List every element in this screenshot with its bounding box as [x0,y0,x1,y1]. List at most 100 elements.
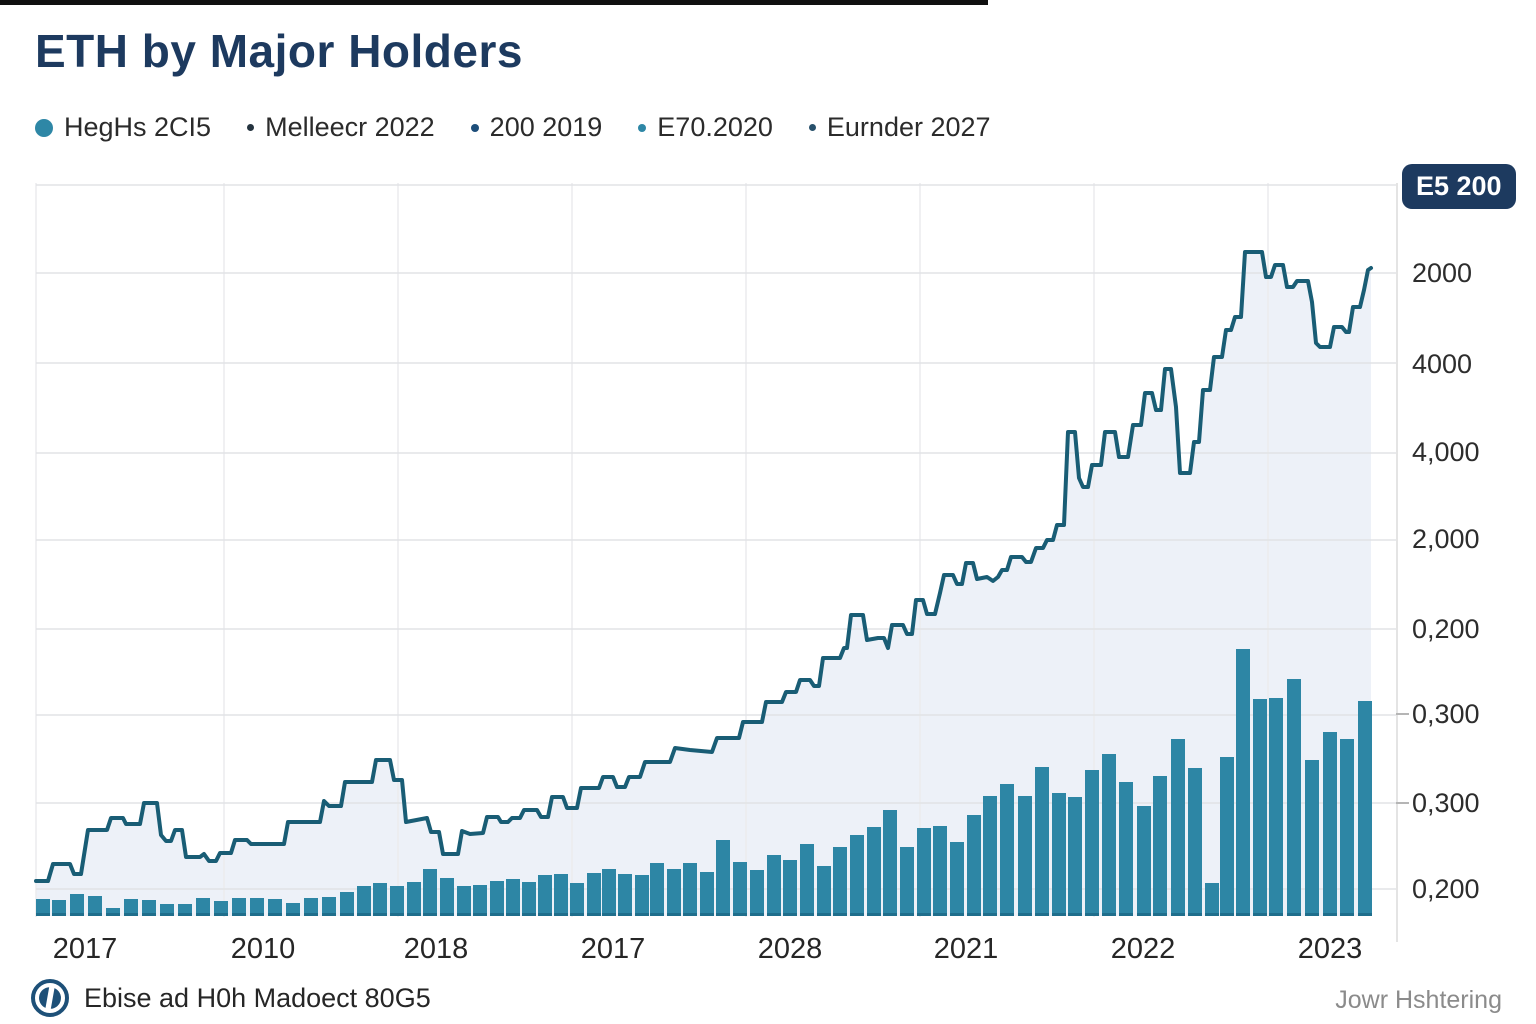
chart-legend: HegHs 2CI5 Melleecr 2022 200 2019 E70.20… [35,112,991,143]
volume-bar-base-edge [1085,913,1099,916]
volume-bar [390,886,404,916]
volume-bar-base-edge [983,913,997,916]
volume-bar [917,828,931,916]
footer-attribution: Ebise ad H0h Madoect 80G5 [30,978,431,1018]
volume-bar [1323,732,1337,916]
volume-bar-base-edge [88,913,102,916]
volume-bar [850,835,864,916]
volume-bar-base-edge [1358,913,1372,916]
volume-bar-base-edge [1253,913,1267,916]
legend-marker-icon [638,123,647,132]
legend-item-melleecr-2022[interactable]: Melleecr 2022 [247,112,435,143]
volume-bar [1119,782,1133,916]
volume-bar [1052,793,1066,916]
volume-bar-base-edge [570,913,584,916]
volume-bar [554,874,568,916]
volume-bar-base-edge [36,913,50,916]
volume-bar [1287,679,1301,916]
volume-bar [733,862,747,916]
volume-bar-base-edge [554,913,568,916]
volume-bar-base-edge [618,913,632,916]
volume-bar [683,863,697,916]
legend-item-200-2019[interactable]: 200 2019 [470,112,602,143]
volume-bar-base-edge [635,913,649,916]
volume-bar-base-edge [304,913,318,916]
volume-bar [506,879,520,916]
volume-bar-base-edge [142,913,156,916]
price-area-fill [36,252,1371,916]
volume-bar [1236,649,1250,916]
volume-bar [602,869,616,916]
volume-bar-base-edge [867,913,881,916]
volume-bar [1188,768,1202,916]
volume-bar [490,881,504,916]
volume-bar [950,842,964,916]
volume-bar [457,886,471,916]
volume-bar [473,885,487,916]
legend-item-heghs-2ci5[interactable]: HegHs 2CI5 [35,112,211,143]
volume-bar [1085,770,1099,916]
volume-bar-base-edge [833,913,847,916]
y-axis-label: 0,200 [1412,614,1480,644]
volume-bar [1035,767,1049,916]
page-title: ETH by Major Holders [35,25,523,77]
x-axis-label: 2022 [1111,933,1176,965]
volume-bar-base-edge [1188,913,1202,916]
volume-bar-base-edge [124,913,138,916]
volume-bar [232,898,246,916]
volume-bar-base-edge [196,913,210,916]
volume-bar [88,896,102,916]
volume-bar-base-edge [650,913,664,916]
volume-bar [1340,739,1354,916]
volume-bar [1000,784,1014,916]
legend-marker-icon [470,123,479,132]
volume-bar-base-edge [357,913,371,916]
volume-bar [635,875,649,916]
volume-bar [196,898,210,916]
volume-bar-base-edge [917,913,931,916]
legend-item-eurnder-2027[interactable]: Eurnder 2027 [808,112,991,143]
volume-bar-base-edge [250,913,264,916]
volume-bar-base-edge [1153,913,1167,916]
volume-bar-base-edge [538,913,552,916]
volume-bar [423,869,437,916]
legend-item-e70-2020[interactable]: E70.2020 [638,112,773,143]
footer-attribution-text: Ebise ad H0h Madoect 80G5 [84,982,431,1013]
volume-bar [1305,760,1319,916]
volume-bar-base-edge [407,913,421,916]
x-axis-label: 2017 [581,933,646,965]
volume-bar-base-edge [1287,913,1301,916]
legend-item-label: Melleecr 2022 [265,112,435,142]
volume-bar [833,847,847,916]
volume-bar-base-edge [1171,913,1185,916]
volume-bar-base-edge [506,913,520,916]
volume-bar-base-edge [1137,913,1151,916]
price-line [34,250,1373,883]
volume-bar [1253,699,1267,916]
legend-item-label: E70.2020 [657,112,773,142]
volume-bar [650,863,664,916]
volume-bar [967,815,981,916]
volume-bar [983,796,997,916]
volume-bar [142,900,156,916]
volume-bar [1102,754,1116,916]
volume-bar-base-edge [733,913,747,916]
volume-bar [304,898,318,916]
x-axis-label: 2021 [934,933,999,965]
legend-marker-icon [35,118,53,137]
volume-bar [373,883,387,916]
volume-bar-base-edge [967,913,981,916]
volume-bar-base-edge [390,913,404,916]
volume-bar [900,847,914,916]
footer-credit-text: Jowr Hshtering [1335,986,1502,1014]
volume-bar-base-edge [950,913,964,916]
volume-bar [618,874,632,916]
volume-bar-base-edge [1119,913,1133,916]
volume-bar-base-edge [1305,913,1319,916]
volume-bar [322,897,336,916]
legend-item-label: Eurnder 2027 [826,112,991,142]
volume-bar [124,899,138,916]
volume-bar [587,873,601,916]
volume-bar-base-edge [340,913,354,916]
